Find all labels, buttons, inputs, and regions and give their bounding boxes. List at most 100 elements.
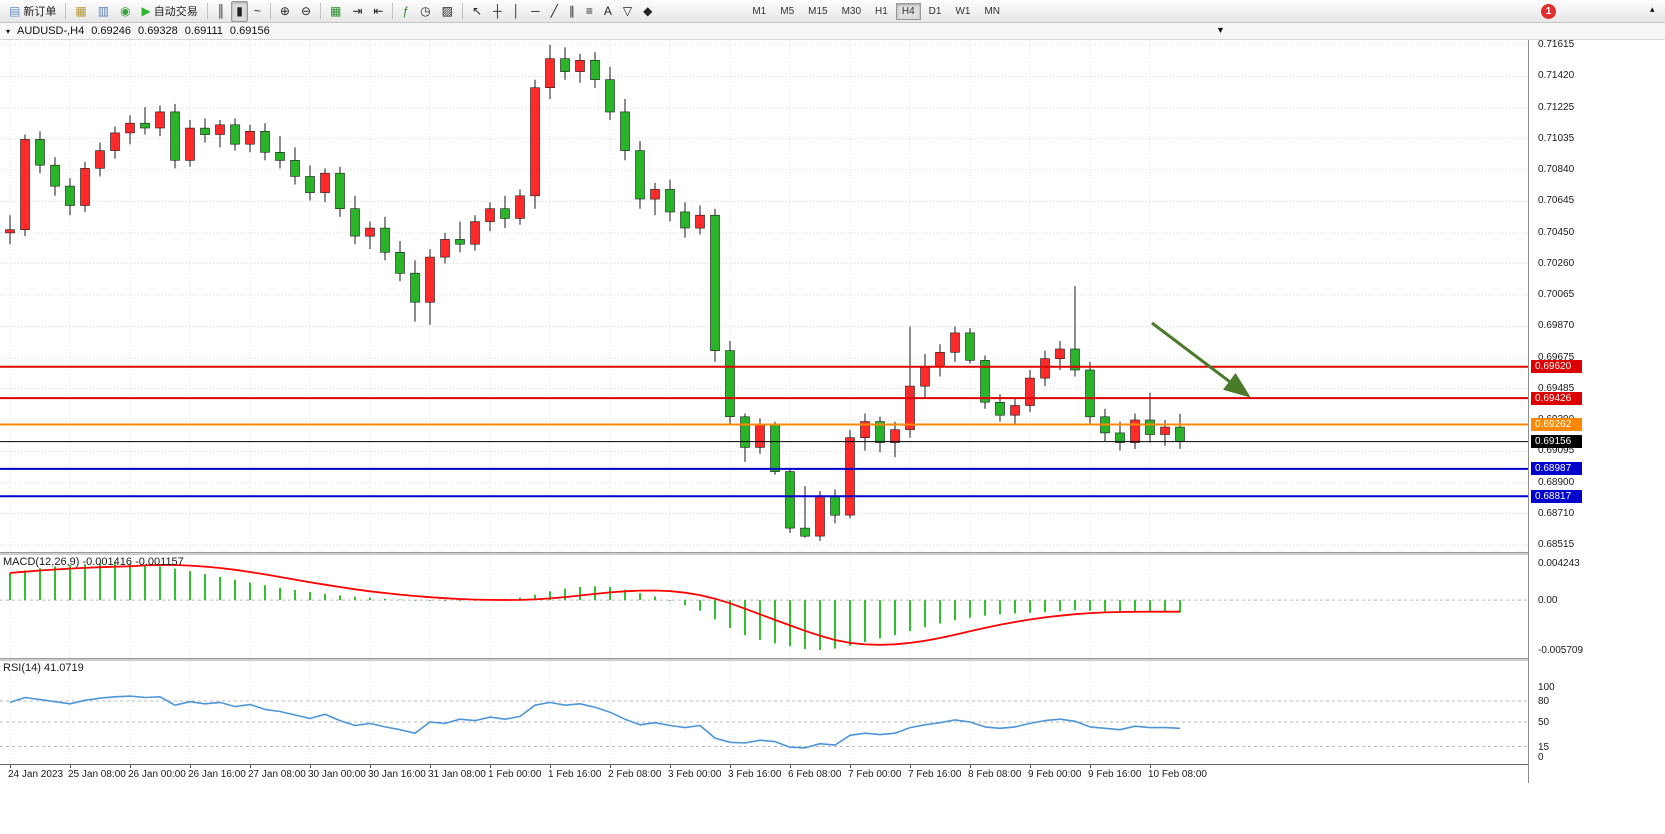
zoom-out-icon: ⊖ — [300, 4, 312, 18]
arrow-label-icon[interactable]: ▽ — [618, 1, 637, 22]
horizontal-level-lines[interactable] — [0, 365, 1528, 498]
price-axis-label: 0.71225 — [1538, 102, 1575, 113]
time-axis-label: 25 Jan 08:00 — [68, 769, 126, 780]
price-axis-label: 0.69095 — [1538, 445, 1575, 456]
price-axis-label: 0.70065 — [1538, 289, 1575, 300]
auto-trading-button[interactable]: ▶ 自动交易 — [137, 1, 203, 22]
chart-shift-icon[interactable]: ⇤ — [368, 1, 388, 22]
time-axis-tick — [430, 765, 431, 768]
price-axis-label: 0.70840 — [1538, 164, 1575, 175]
panel-divider[interactable] — [0, 658, 1665, 661]
bar-chart-icon[interactable]: ║ — [212, 1, 231, 22]
main-chart-panel[interactable] — [0, 40, 1528, 552]
time-axis-label: 10 Feb 08:00 — [1148, 769, 1207, 780]
auto-trading-button-label: 自动交易 — [153, 6, 198, 18]
rsi-grid — [9, 661, 1151, 764]
new-order-button[interactable]: ▤ 新订单 — [4, 1, 61, 22]
arrow-label-icon: ▽ — [622, 4, 633, 18]
indicators-icon[interactable]: ƒ — [397, 1, 414, 22]
time-axis-tick — [190, 765, 191, 768]
periods-icon: ◷ — [420, 4, 431, 18]
candlestick-chart-icon[interactable]: ▮ — [231, 0, 248, 22]
time-axis-label: 3 Feb 16:00 — [728, 769, 782, 780]
fibonacci-icon[interactable]: ≡ — [581, 1, 598, 22]
timeframe-M15[interactable]: M15 — [808, 5, 828, 17]
tile-windows-icon[interactable]: ▦ — [325, 1, 346, 22]
trend-arrow-annotation[interactable] — [1151, 321, 1251, 398]
price-chart[interactable] — [0, 40, 1528, 552]
time-axis-tick — [670, 765, 671, 768]
auto-scroll-icon[interactable]: ⇥ — [347, 1, 367, 22]
time-axis-label: 26 Jan 00:00 — [128, 769, 186, 780]
community-icon: ◉ — [120, 4, 131, 18]
timeframe-H4[interactable]: H4 — [895, 2, 921, 20]
line-chart-icon[interactable]: ~ — [249, 1, 266, 22]
horizontal-line-icon: ─ — [531, 4, 540, 18]
price-axis-label: 0.68900 — [1538, 477, 1575, 488]
time-axis-label: 6 Feb 08:00 — [788, 769, 842, 780]
crosshair-icon[interactable]: ┼ — [488, 1, 507, 22]
macd-histogram — [9, 563, 1181, 650]
toolbar-expand-icon[interactable]: ▴ — [1650, 4, 1655, 14]
time-axis[interactable]: 24 Jan 2023 25 Jan 08:00 26 Jan 00:00 26 Ja… — [0, 764, 1528, 783]
price-level-tag: 0.68987 — [1531, 462, 1582, 475]
timeframe-H1[interactable]: H1 — [875, 5, 888, 17]
price-axis-label: 0.71420 — [1538, 70, 1575, 81]
macd-chart[interactable] — [0, 555, 1528, 658]
time-axis-label: 30 Jan 16:00 — [368, 769, 426, 780]
panel-divider[interactable] — [0, 552, 1665, 555]
price-axis-label: 0.69870 — [1538, 320, 1575, 331]
time-axis-label: 1 Feb 00:00 — [488, 769, 542, 780]
time-axis-tick — [1090, 765, 1091, 768]
cursor-icon[interactable]: ↖ — [467, 1, 487, 22]
time-axis-tick — [970, 765, 971, 768]
templates-icon[interactable]: ▨ — [437, 1, 458, 22]
price-axis-label: 0.71035 — [1538, 133, 1575, 144]
channel-icon: ∥ — [568, 4, 575, 18]
tile-windows-icon: ▦ — [330, 4, 342, 18]
time-axis-label: 7 Feb 00:00 — [848, 769, 902, 780]
chart-title-bar: ▾ AUDUSD-,H4 0.69246 0.69328 0.69111 0.6… — [0, 23, 1665, 40]
timeframe-D1[interactable]: D1 — [928, 5, 942, 17]
timeframe-M5[interactable]: M5 — [780, 5, 795, 17]
macd-panel[interactable]: MACD(12,26,9) -0.001416 -0.001157 — [0, 555, 1528, 658]
toolbar-separator — [462, 3, 463, 19]
rsi-chart[interactable] — [0, 661, 1528, 764]
time-axis-tick — [310, 765, 311, 768]
window-menu-icon[interactable]: ▾ — [6, 26, 11, 36]
shapes-icon[interactable]: ◆ — [638, 1, 657, 22]
rsi-panel[interactable]: RSI(14) 41.0719 — [0, 661, 1528, 764]
price-axis[interactable]: 0.71615 0.71420 0.71225 0.71035 0.70840 0.706… — [1528, 39, 1665, 783]
time-axis-tick — [550, 765, 551, 768]
auto-scroll-icon: ⇥ — [352, 4, 363, 18]
trendline-icon[interactable]: ╱ — [546, 1, 563, 22]
timeframe-M30[interactable]: M30 — [841, 5, 862, 17]
zoom-out-icon[interactable]: ⊖ — [296, 1, 316, 22]
chart-grid — [0, 40, 1528, 552]
quote-high: 0.69328 — [138, 25, 178, 37]
horizontal-line-icon[interactable]: ─ — [526, 1, 545, 22]
timeframe-W1[interactable]: W1 — [955, 5, 971, 17]
community-icon[interactable]: ◉ — [115, 1, 135, 22]
text-icon[interactable]: A — [599, 1, 617, 22]
line-chart-icon: ~ — [253, 4, 261, 18]
timeframe-M1[interactable]: M1 — [752, 5, 767, 17]
new-chart-icon: ▦ — [75, 4, 87, 18]
profiles-icon[interactable]: ▥ — [93, 1, 114, 22]
price-axis-label: 0.70450 — [1538, 227, 1575, 238]
channel-icon[interactable]: ∥ — [564, 1, 580, 22]
periods-icon[interactable]: ◷ — [415, 1, 435, 22]
chart-dropdown-icon[interactable]: ▼ — [1216, 25, 1225, 35]
new-chart-icon[interactable]: ▦ — [70, 1, 91, 22]
timeframe-MN[interactable]: MN — [984, 5, 1000, 17]
quote-close: 0.69156 — [229, 25, 270, 37]
zoom-in-icon[interactable]: ⊕ — [275, 1, 295, 22]
price-axis-label: 0.70645 — [1538, 195, 1575, 206]
vertical-line-icon[interactable]: │ — [508, 1, 526, 22]
notification-badge[interactable]: 1 — [1541, 4, 1556, 19]
price-level-tag: 0.69620 — [1531, 360, 1582, 373]
macd-axis-label: 0.00 — [1538, 595, 1558, 606]
crosshair-icon: ┼ — [493, 4, 502, 18]
time-axis-label: 24 Jan 2023 — [8, 769, 64, 780]
time-axis-label: 26 Jan 16:00 — [188, 769, 246, 780]
